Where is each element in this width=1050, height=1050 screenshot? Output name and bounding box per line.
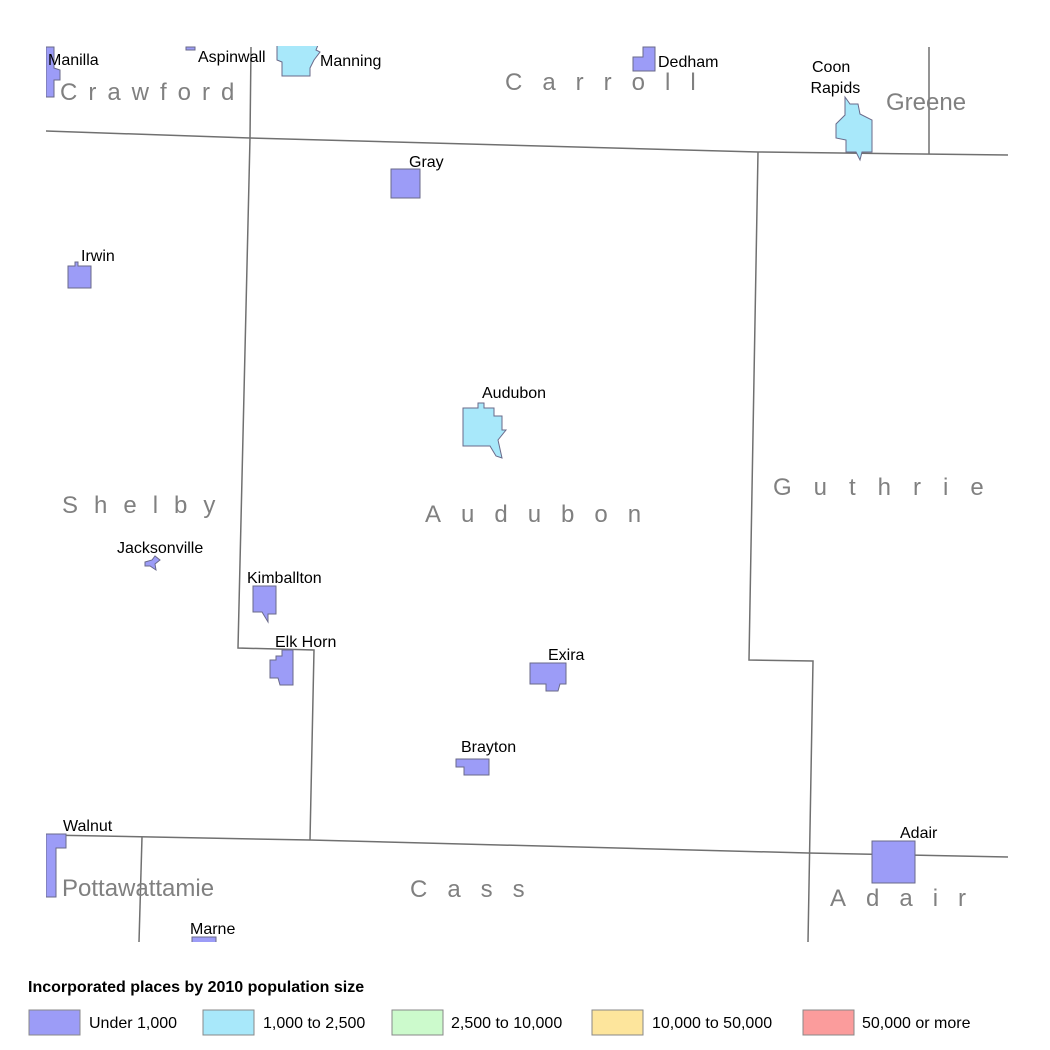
county-label: Pottawattamie — [62, 875, 214, 902]
place-shape — [46, 46, 61, 98]
legend-swatch — [202, 1009, 255, 1036]
place-label: Elk Horn — [275, 634, 336, 651]
place-shape — [276, 46, 321, 77]
place-label: Marne — [190, 921, 235, 938]
place-shape — [455, 758, 490, 776]
place-label: Brayton — [461, 739, 516, 756]
place-shape — [185, 46, 196, 51]
place-label: Walnut — [63, 818, 113, 835]
county-label: Adair — [830, 885, 986, 912]
county-label: Guthrie — [773, 474, 1006, 501]
legend-label: 2,500 to 10,000 — [451, 1015, 562, 1032]
county-label: Greene — [886, 89, 966, 116]
place-label: Aspinwall — [198, 49, 266, 66]
legend-swatch — [591, 1009, 644, 1036]
place-shape — [390, 168, 421, 199]
legend-swatch — [28, 1009, 81, 1036]
place-shape — [252, 585, 277, 624]
legend-label: Under 1,000 — [89, 1015, 177, 1032]
legend-title: Incorporated places by 2010 population s… — [28, 979, 364, 996]
county-label: Crawford — [60, 79, 245, 106]
place-shape — [835, 95, 873, 162]
place-shape — [144, 555, 161, 572]
legend: Under 1,000 1,000 to 2,500 2,500 to 10,000… — [28, 1009, 971, 1036]
border — [237, 46, 315, 841]
county-label: Carroll — [505, 69, 716, 96]
place-shape — [462, 402, 508, 459]
county-label: Cass — [410, 876, 545, 903]
place-shape — [46, 833, 67, 898]
border — [46, 834, 1008, 858]
place-label: Jacksonville — [117, 540, 203, 557]
place-label: Audubon — [482, 385, 546, 402]
county-label: Audubon — [425, 501, 661, 528]
place-label: Manning — [320, 53, 381, 70]
place-label: Gray — [409, 154, 444, 171]
place-label: Coon Rapids — [806, 59, 860, 97]
legend-swatch — [802, 1009, 855, 1036]
legend-swatch — [391, 1009, 444, 1036]
place-shape — [269, 649, 294, 686]
place-shape — [632, 46, 656, 72]
place-shape — [191, 936, 217, 942]
border — [138, 836, 143, 942]
border — [46, 130, 1008, 156]
county-label: Shelby — [62, 492, 231, 519]
labels: Crawford Carroll Greene Shelby Audubon Guthri… — [48, 49, 1006, 938]
place-label: Exira — [548, 647, 585, 664]
place-label: Adair — [900, 825, 938, 842]
place-label: Manilla — [48, 52, 99, 69]
legend-label: 10,000 to 50,000 — [652, 1015, 772, 1032]
place-label: Dedham — [658, 54, 718, 71]
legend-label: 50,000 or more — [862, 1015, 971, 1032]
place-shape — [529, 662, 567, 692]
place-shape — [871, 840, 916, 884]
place-label: Irwin — [81, 248, 115, 265]
border — [748, 151, 814, 942]
county-borders — [46, 46, 1008, 942]
place-label: Kimballton — [247, 570, 322, 587]
places — [46, 46, 916, 942]
place-shape — [67, 261, 92, 289]
legend-label: 1,000 to 2,500 — [263, 1015, 365, 1032]
